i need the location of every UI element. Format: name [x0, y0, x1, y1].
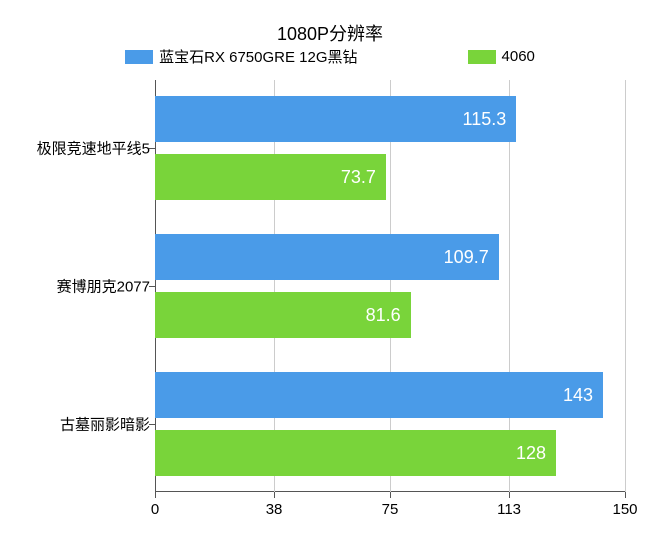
- x-tick: [509, 492, 510, 498]
- bar-series-0: 143: [155, 372, 603, 418]
- bar-series-1: 128: [155, 430, 556, 476]
- legend-label-0: 蓝宝石RX 6750GRE 12G黑钻: [159, 46, 357, 67]
- x-tick-label: 0: [151, 501, 159, 518]
- category-label: 极限竞速地平线5: [10, 138, 150, 159]
- plot-area: 03875113150115.373.7109.781.6143128: [155, 80, 625, 492]
- bar-series-0: 109.7: [155, 234, 499, 280]
- category-label: 古墓丽影暗影: [10, 414, 150, 435]
- bar-series-1: 81.6: [155, 292, 411, 338]
- legend-swatch-1: [468, 50, 496, 64]
- chart-container: 1080P分辨率 蓝宝石RX 6750GRE 12G黑钻 4060 0 38 75 1…: [0, 0, 660, 538]
- x-tick: [274, 492, 275, 498]
- bar-value-label: 109.7: [444, 247, 489, 268]
- legend-swatch-0: [125, 50, 153, 64]
- legend-item-series-1: 4060: [468, 46, 535, 67]
- gridline: [625, 80, 626, 492]
- x-tick: [625, 492, 626, 498]
- x-tick-label: 113: [497, 501, 521, 518]
- chart-title: 1080P分辨率: [0, 20, 660, 46]
- x-tick-label: 38: [266, 501, 283, 518]
- bar-series-1: 73.7: [155, 154, 386, 200]
- x-tick: [155, 492, 156, 498]
- bar-value-label: 143: [563, 385, 593, 406]
- category-label: 赛博朋克2077: [10, 276, 150, 297]
- legend-label-1: 4060: [502, 48, 535, 65]
- bar-series-0: 115.3: [155, 96, 516, 142]
- bar-value-label: 81.6: [366, 305, 401, 326]
- bar-value-label: 115.3: [463, 109, 507, 130]
- x-tick: [390, 492, 391, 498]
- bar-value-label: 128: [516, 443, 546, 464]
- bar-value-label: 73.7: [341, 167, 376, 188]
- x-tick-label: 75: [382, 501, 399, 518]
- legend-item-series-0: 蓝宝石RX 6750GRE 12G黑钻: [125, 46, 357, 67]
- chart-legend: 蓝宝石RX 6750GRE 12G黑钻 4060: [0, 46, 660, 67]
- x-tick-label: 150: [612, 501, 637, 518]
